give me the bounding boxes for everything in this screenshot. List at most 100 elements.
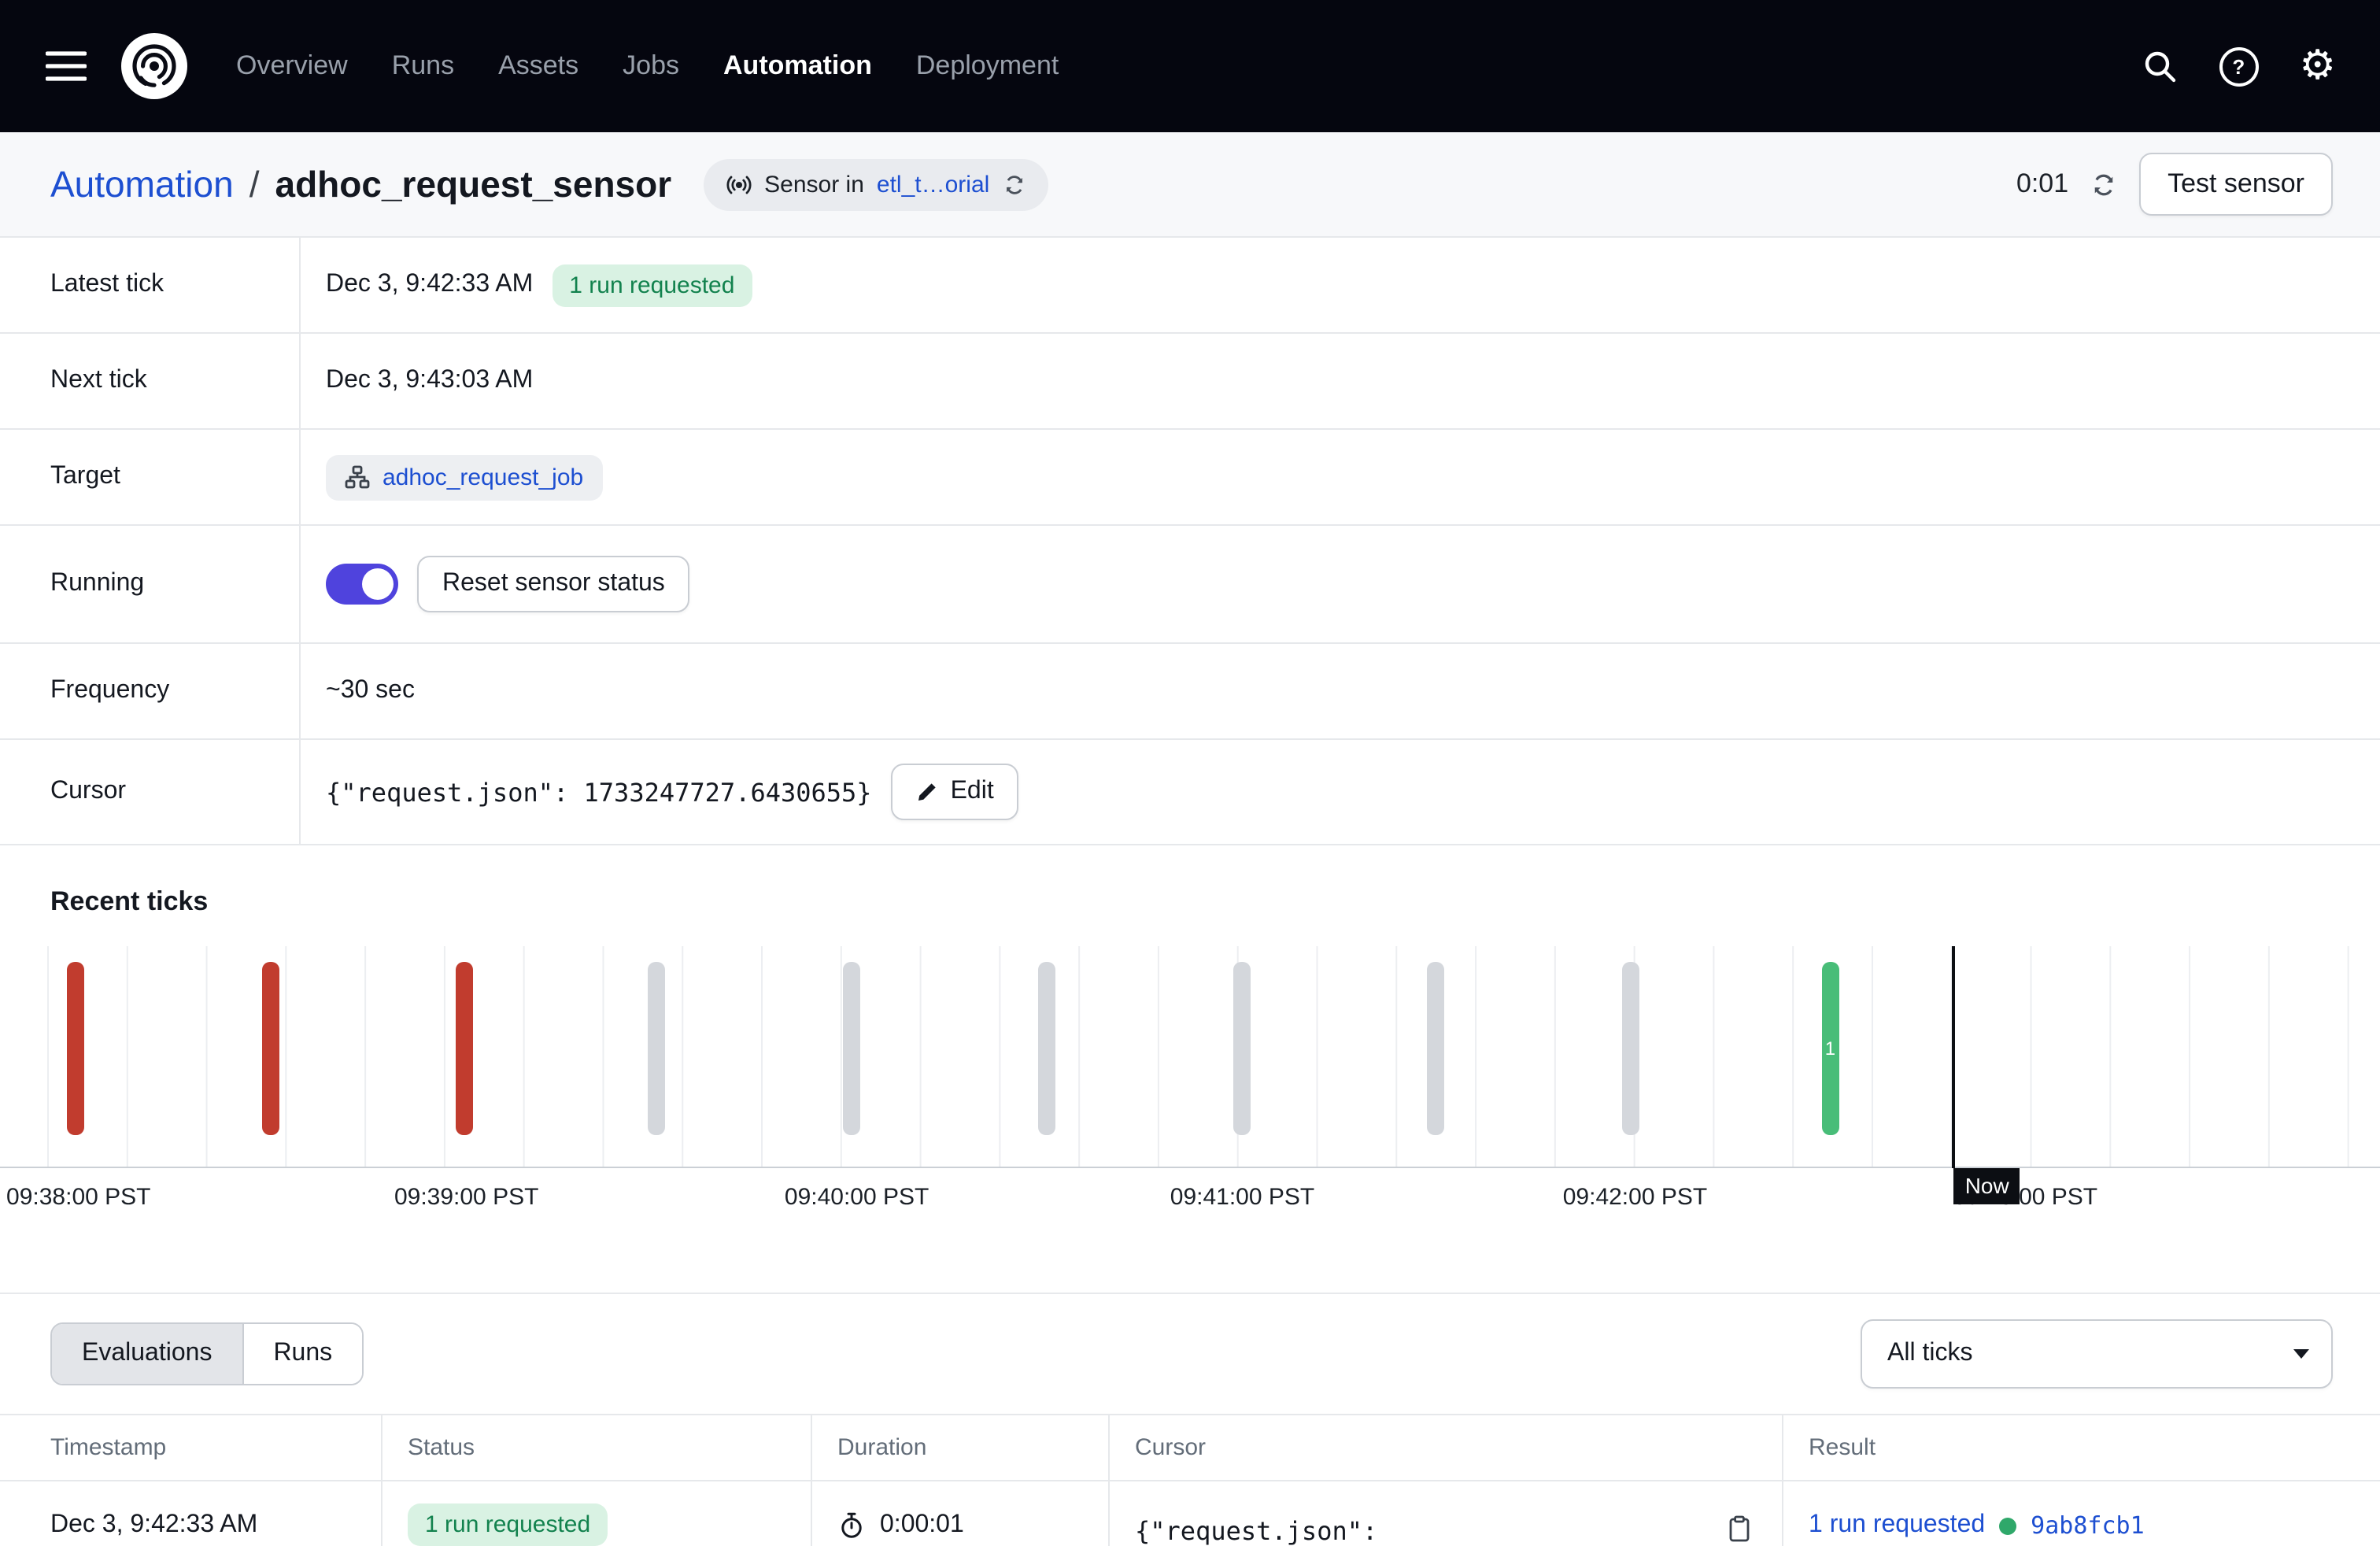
detail-row-frequency: Frequency ~30 sec <box>0 644 2380 740</box>
frequency-label: Frequency <box>0 644 301 738</box>
cell-result: 1 run requested 9ab8fcb1 <box>1783 1481 2380 1546</box>
axis-tick-label: 09:40:00 PST <box>785 1184 929 1211</box>
next-tick-time: Dec 3, 9:43:03 AM <box>326 367 533 395</box>
recent-ticks-title: Recent ticks <box>50 886 2380 918</box>
tick-bar-failure[interactable] <box>456 962 473 1135</box>
column-header-timestamp: Timestamp <box>0 1414 382 1481</box>
target-label: Target <box>0 430 301 524</box>
nav-item-automation[interactable]: Automation <box>723 50 872 82</box>
ticks-chart-area: 1 <box>0 946 2380 1168</box>
tick-bar-skipped[interactable] <box>1039 962 1056 1135</box>
cell-duration: 0:00:01 <box>812 1481 1110 1546</box>
detail-row-running: Running Reset sensor status <box>0 526 2380 644</box>
help-icon: ? <box>2219 46 2258 86</box>
tick-run-count: 1 <box>1825 1039 1835 1058</box>
nav-item-overview[interactable]: Overview <box>236 50 348 82</box>
nav-item-assets[interactable]: Assets <box>498 50 578 82</box>
search-icon <box>2140 47 2178 85</box>
sensor-actions: 0:01 Test sensor <box>2016 153 2333 216</box>
copy-cursor-button[interactable] <box>1722 1511 1757 1546</box>
next-tick-label: Next tick <box>0 334 301 428</box>
nav-item-deployment[interactable]: Deployment <box>916 50 1059 82</box>
column-header-duration: Duration <box>812 1414 1110 1481</box>
column-header-result: Result <box>1783 1414 2380 1481</box>
tab-runs[interactable]: Runs <box>242 1324 362 1384</box>
view-toggle: Evaluations Runs <box>50 1322 364 1385</box>
now-tag: Now <box>1954 1168 2020 1205</box>
tick-bar-failure[interactable] <box>68 962 85 1135</box>
pencil-icon <box>916 781 938 803</box>
test-sensor-button[interactable]: Test sensor <box>2139 153 2333 216</box>
ticks-filter-select[interactable]: All ticks <box>1861 1319 2333 1389</box>
duration-value: 0:00:01 <box>880 1511 964 1540</box>
evaluations-toolbar: Evaluations Runs All ticks <box>0 1319 2380 1389</box>
tab-evaluations[interactable]: Evaluations <box>52 1324 242 1384</box>
evaluations-table: Timestamp Status Duration Cursor Result … <box>0 1414 2380 1546</box>
ticks-filter-value: All ticks <box>1887 1340 1972 1368</box>
detail-row-next-tick: Next tick Dec 3, 9:43:03 AM <box>0 334 2380 430</box>
top-nav: Overview Runs Assets Jobs Automation Dep… <box>0 0 2380 132</box>
code-location-link[interactable]: etl_t…orial <box>877 171 989 198</box>
sync-icon <box>1002 172 1026 196</box>
primary-nav: Overview Runs Assets Jobs Automation Dep… <box>236 50 1059 82</box>
detail-row-cursor: Cursor {"request.json": 1733247727.64306… <box>0 740 2380 845</box>
target-job-badge: adhoc_request_job <box>326 454 602 500</box>
run-status-dot <box>1999 1517 2016 1534</box>
tick-bar-skipped[interactable] <box>1426 962 1443 1135</box>
latest-tick-label: Latest tick <box>0 238 301 332</box>
dagster-logo-link[interactable] <box>120 31 189 101</box>
tick-bar-skipped[interactable] <box>1234 962 1251 1135</box>
latest-tick-status-badge: 1 run requested <box>552 264 752 306</box>
stopwatch-icon <box>837 1511 866 1540</box>
breadcrumb-automation-link[interactable]: Automation <box>50 163 234 205</box>
running-toggle[interactable] <box>326 564 398 605</box>
axis-tick-label: 09:39:00 PST <box>394 1184 538 1211</box>
cell-status: 1 run requested <box>382 1481 812 1546</box>
tick-countdown: 0:01 <box>2016 168 2068 200</box>
hamburger-menu-button[interactable] <box>35 35 98 98</box>
hamburger-icon <box>46 50 87 82</box>
detail-row-target: Target adhoc_request_job <box>0 430 2380 526</box>
nav-item-runs[interactable]: Runs <box>392 50 454 82</box>
cursor-label: Cursor <box>0 740 301 844</box>
sensor-icon <box>725 171 752 198</box>
target-job-link[interactable]: adhoc_request_job <box>382 464 583 490</box>
column-header-cursor: Cursor <box>1110 1414 1783 1481</box>
settings-button[interactable]: ⚙ <box>2299 46 2336 87</box>
latest-tick-time: Dec 3, 9:42:33 AM <box>326 271 533 299</box>
detail-row-latest-tick: Latest tick Dec 3, 9:42:33 AM 1 run requ… <box>0 238 2380 334</box>
reset-sensor-status-button[interactable]: Reset sensor status <box>417 556 690 612</box>
sync-location-button[interactable] <box>1002 172 1026 196</box>
job-icon <box>345 464 370 490</box>
breadcrumb-bar: Automation / adhoc_request_sensor Sensor… <box>0 132 2380 238</box>
dagster-logo-icon <box>120 31 189 101</box>
toggle-knob <box>362 568 394 600</box>
row-cursor-value: {"request.json": 1733247727.6430655} <box>1135 1511 1513 1546</box>
cell-cursor: {"request.json": 1733247727.6430655} <box>1110 1481 1783 1546</box>
tick-bar-failure[interactable] <box>263 962 280 1135</box>
gear-icon: ⚙ <box>2299 46 2336 87</box>
tick-bar-skipped[interactable] <box>844 962 861 1135</box>
sensor-details: Latest tick Dec 3, 9:42:33 AM 1 run requ… <box>0 238 2380 845</box>
breadcrumb-separator: / <box>249 163 260 205</box>
result-run-link[interactable]: 9ab8fcb1 <box>2031 1511 2145 1540</box>
running-label: Running <box>0 526 301 642</box>
axis-tick-label: 09:38:00 PST <box>6 1184 150 1211</box>
tick-bar-success[interactable]: 1 <box>1821 962 1839 1135</box>
cursor-value: {"request.json": 1733247727.6430655} <box>326 777 872 807</box>
tick-bar-skipped[interactable] <box>1621 962 1639 1135</box>
refresh-button[interactable] <box>2090 171 2117 198</box>
result-requested-link[interactable]: 1 run requested <box>1809 1511 1985 1540</box>
help-button[interactable]: ? <box>2219 46 2258 86</box>
edit-button-label: Edit <box>951 778 994 806</box>
nav-item-jobs[interactable]: Jobs <box>623 50 679 82</box>
edit-cursor-button[interactable]: Edit <box>891 764 1019 820</box>
nav-actions: ? ⚙ <box>2140 46 2336 87</box>
sensor-name: adhoc_request_sensor <box>275 163 672 205</box>
search-button[interactable] <box>2140 47 2178 85</box>
refresh-icon <box>2090 171 2117 198</box>
tick-bar-skipped[interactable] <box>649 962 666 1135</box>
recent-ticks-section: Recent ticks 1 09:38:00 PST 09:39:00 PST 0… <box>0 886 2380 1239</box>
chevron-down-icon <box>2293 1349 2309 1359</box>
breadcrumb: Automation / adhoc_request_sensor Sensor… <box>50 158 1048 210</box>
